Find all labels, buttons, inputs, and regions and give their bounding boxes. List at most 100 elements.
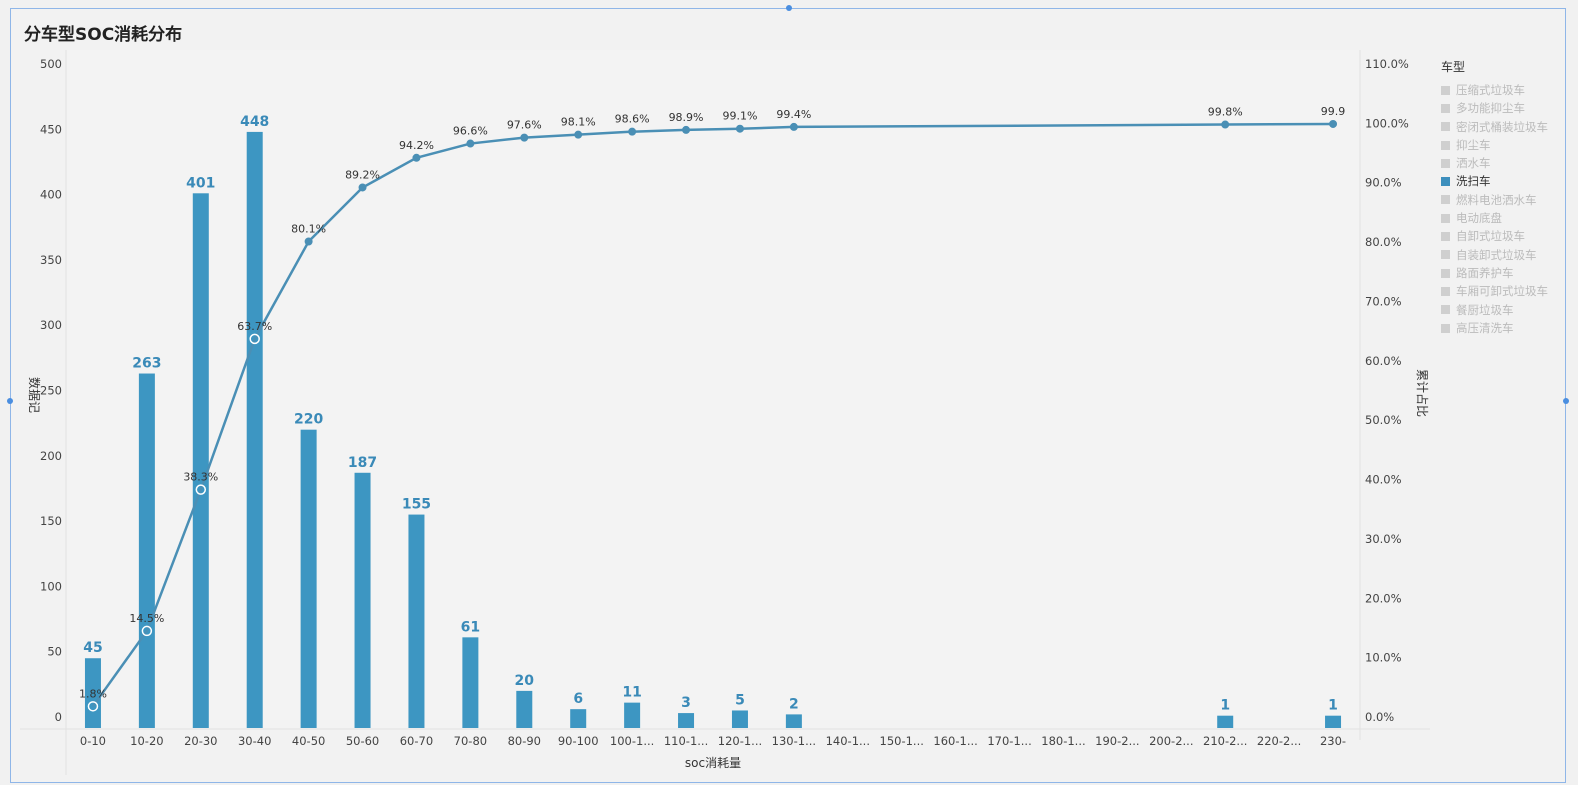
legend-item[interactable]: 自卸式垃圾车 — [1441, 227, 1571, 245]
y-tick-label: 450 — [40, 122, 62, 136]
y2-tick-label: 80.0% — [1365, 235, 1402, 249]
x-tick-label: 140-1... — [826, 734, 870, 748]
legend-swatch — [1441, 250, 1450, 260]
bar — [300, 429, 317, 728]
resize-handle-top[interactable] — [786, 5, 792, 11]
line-value-label: 94.2% — [399, 139, 434, 152]
y-tick-label: 50 — [47, 645, 62, 659]
bar-value-label: 45 — [83, 640, 102, 656]
bar-value-label: 3 — [681, 695, 691, 711]
x-tick-label: 0-10 — [80, 734, 106, 748]
x-tick-label: 230- — [1320, 734, 1346, 748]
bar — [84, 658, 101, 728]
x-tick-label: 70-80 — [454, 734, 487, 748]
line-point — [249, 333, 260, 345]
bar — [570, 709, 587, 728]
y2-tick-label: 0.0% — [1365, 710, 1394, 724]
y-tick-label: 250 — [40, 384, 62, 398]
x-tick-label: 210-2... — [1203, 734, 1247, 748]
y-tick-label: 500 — [40, 57, 62, 71]
y-axis-title: 数据记 — [27, 377, 42, 413]
legend-swatch — [1441, 85, 1450, 95]
legend-item[interactable]: 车厢可卸式垃圾车 — [1441, 282, 1571, 300]
legend-item[interactable]: 餐厨垃圾车 — [1441, 301, 1571, 319]
line-point — [735, 124, 744, 133]
legend-item-label: 洒水车 — [1456, 156, 1491, 171]
bar — [192, 193, 209, 728]
line-point — [628, 127, 637, 136]
x-tick-label: 160-1... — [933, 734, 977, 748]
y-tick-label: 300 — [40, 318, 62, 332]
y2-tick-label: 30.0% — [1365, 532, 1402, 546]
legend-item[interactable]: 抑尘车 — [1441, 136, 1571, 154]
legend-item[interactable]: 燃料电池洒水车 — [1441, 191, 1571, 209]
bar-value-label: 20 — [515, 673, 535, 689]
resize-handle-right[interactable] — [1563, 398, 1569, 404]
x-axis-title: soc消耗量 — [685, 756, 741, 770]
legend-item[interactable]: 多功能抑尘车 — [1441, 99, 1571, 117]
bar — [785, 714, 802, 728]
legend-item-label: 高压清洗车 — [1456, 320, 1514, 335]
bar-value-label: 11 — [622, 685, 641, 701]
bar-value-label: 1 — [1220, 698, 1230, 714]
legend-swatch — [1441, 305, 1450, 315]
x-tick-label: 180-1... — [1041, 734, 1085, 748]
line-value-label: 63.7% — [237, 320, 272, 333]
bar-value-label: 155 — [402, 497, 431, 513]
x-tick-label: 100-1... — [610, 734, 654, 748]
x-tick-label: 20-30 — [184, 734, 217, 748]
legend-item[interactable]: 密闭式桶装垃圾车 — [1441, 118, 1571, 136]
bar — [1325, 715, 1342, 728]
legend-item[interactable]: 路面养护车 — [1441, 264, 1571, 282]
line-value-label: 98.1% — [561, 116, 596, 129]
line-value-label: 98.6% — [615, 113, 650, 126]
line-point — [195, 484, 207, 495]
legend-swatch — [1441, 122, 1450, 132]
resize-handle-left[interactable] — [7, 398, 13, 404]
bar-value-label: 401 — [186, 175, 215, 191]
legend: 车型 压缩式垃圾车 多功能抑尘车 密闭式桶装垃圾车 抑尘车 洒水车 洗扫车 燃料电池洒水车电… — [1441, 58, 1571, 337]
legend-swatch — [1441, 323, 1450, 333]
bar — [1217, 715, 1234, 728]
x-tick-label: 90-100 — [558, 734, 599, 748]
legend-item-label: 电动底盘 — [1456, 211, 1502, 226]
legend-item[interactable]: 洗扫车 — [1441, 172, 1571, 190]
y-tick-label: 400 — [40, 188, 62, 202]
legend-item-label: 车厢可卸式垃圾车 — [1456, 284, 1548, 299]
line-value-label: 99.8% — [1208, 106, 1243, 119]
x-tick-label: 10-20 — [130, 734, 163, 748]
bar-value-label: 263 — [132, 356, 161, 372]
legend-item-label: 路面养护车 — [1456, 265, 1514, 280]
x-tick-label: 190-2... — [1095, 734, 1139, 748]
bar — [678, 713, 695, 728]
legend-item[interactable]: 洒水车 — [1441, 154, 1571, 172]
line-point — [1221, 120, 1230, 129]
legend-item-label: 燃料电池洒水车 — [1456, 192, 1537, 207]
legend-item-label: 抑尘车 — [1456, 137, 1491, 152]
bar-value-label: 1 — [1328, 698, 1338, 714]
line-point — [358, 183, 367, 192]
line-value-label: 14.5% — [129, 612, 164, 625]
legend-item-label: 密闭式桶装垃圾车 — [1456, 119, 1548, 134]
bar — [516, 690, 533, 728]
legend-item[interactable]: 电动底盘 — [1441, 209, 1571, 227]
x-tick-label: 50-60 — [346, 734, 379, 748]
legend-item-label: 压缩式垃圾车 — [1456, 83, 1525, 97]
legend-item[interactable]: 压缩式垃圾车 — [1441, 81, 1571, 99]
legend-swatch — [1441, 213, 1450, 223]
x-tick-label: 220-2... — [1257, 734, 1301, 748]
line-value-label: 99.9 — [1321, 105, 1346, 118]
y-tick-label: 350 — [40, 253, 62, 267]
legend-item[interactable]: 高压清洗车 — [1441, 319, 1571, 337]
legend-item[interactable]: 自装卸式垃圾车 — [1441, 246, 1571, 264]
y2-tick-label: 50.0% — [1365, 413, 1402, 427]
bar — [462, 637, 479, 728]
y-tick-label: 150 — [40, 514, 62, 528]
y-tick-label: 0 — [55, 710, 62, 724]
legend-swatch — [1441, 140, 1450, 150]
legend-item-label: 餐厨垃圾车 — [1456, 302, 1514, 317]
x-tick-label: 170-1... — [987, 734, 1031, 748]
y2-tick-label: 100.0% — [1365, 116, 1409, 130]
legend-swatch — [1441, 232, 1450, 242]
plot-area — [66, 50, 1360, 729]
